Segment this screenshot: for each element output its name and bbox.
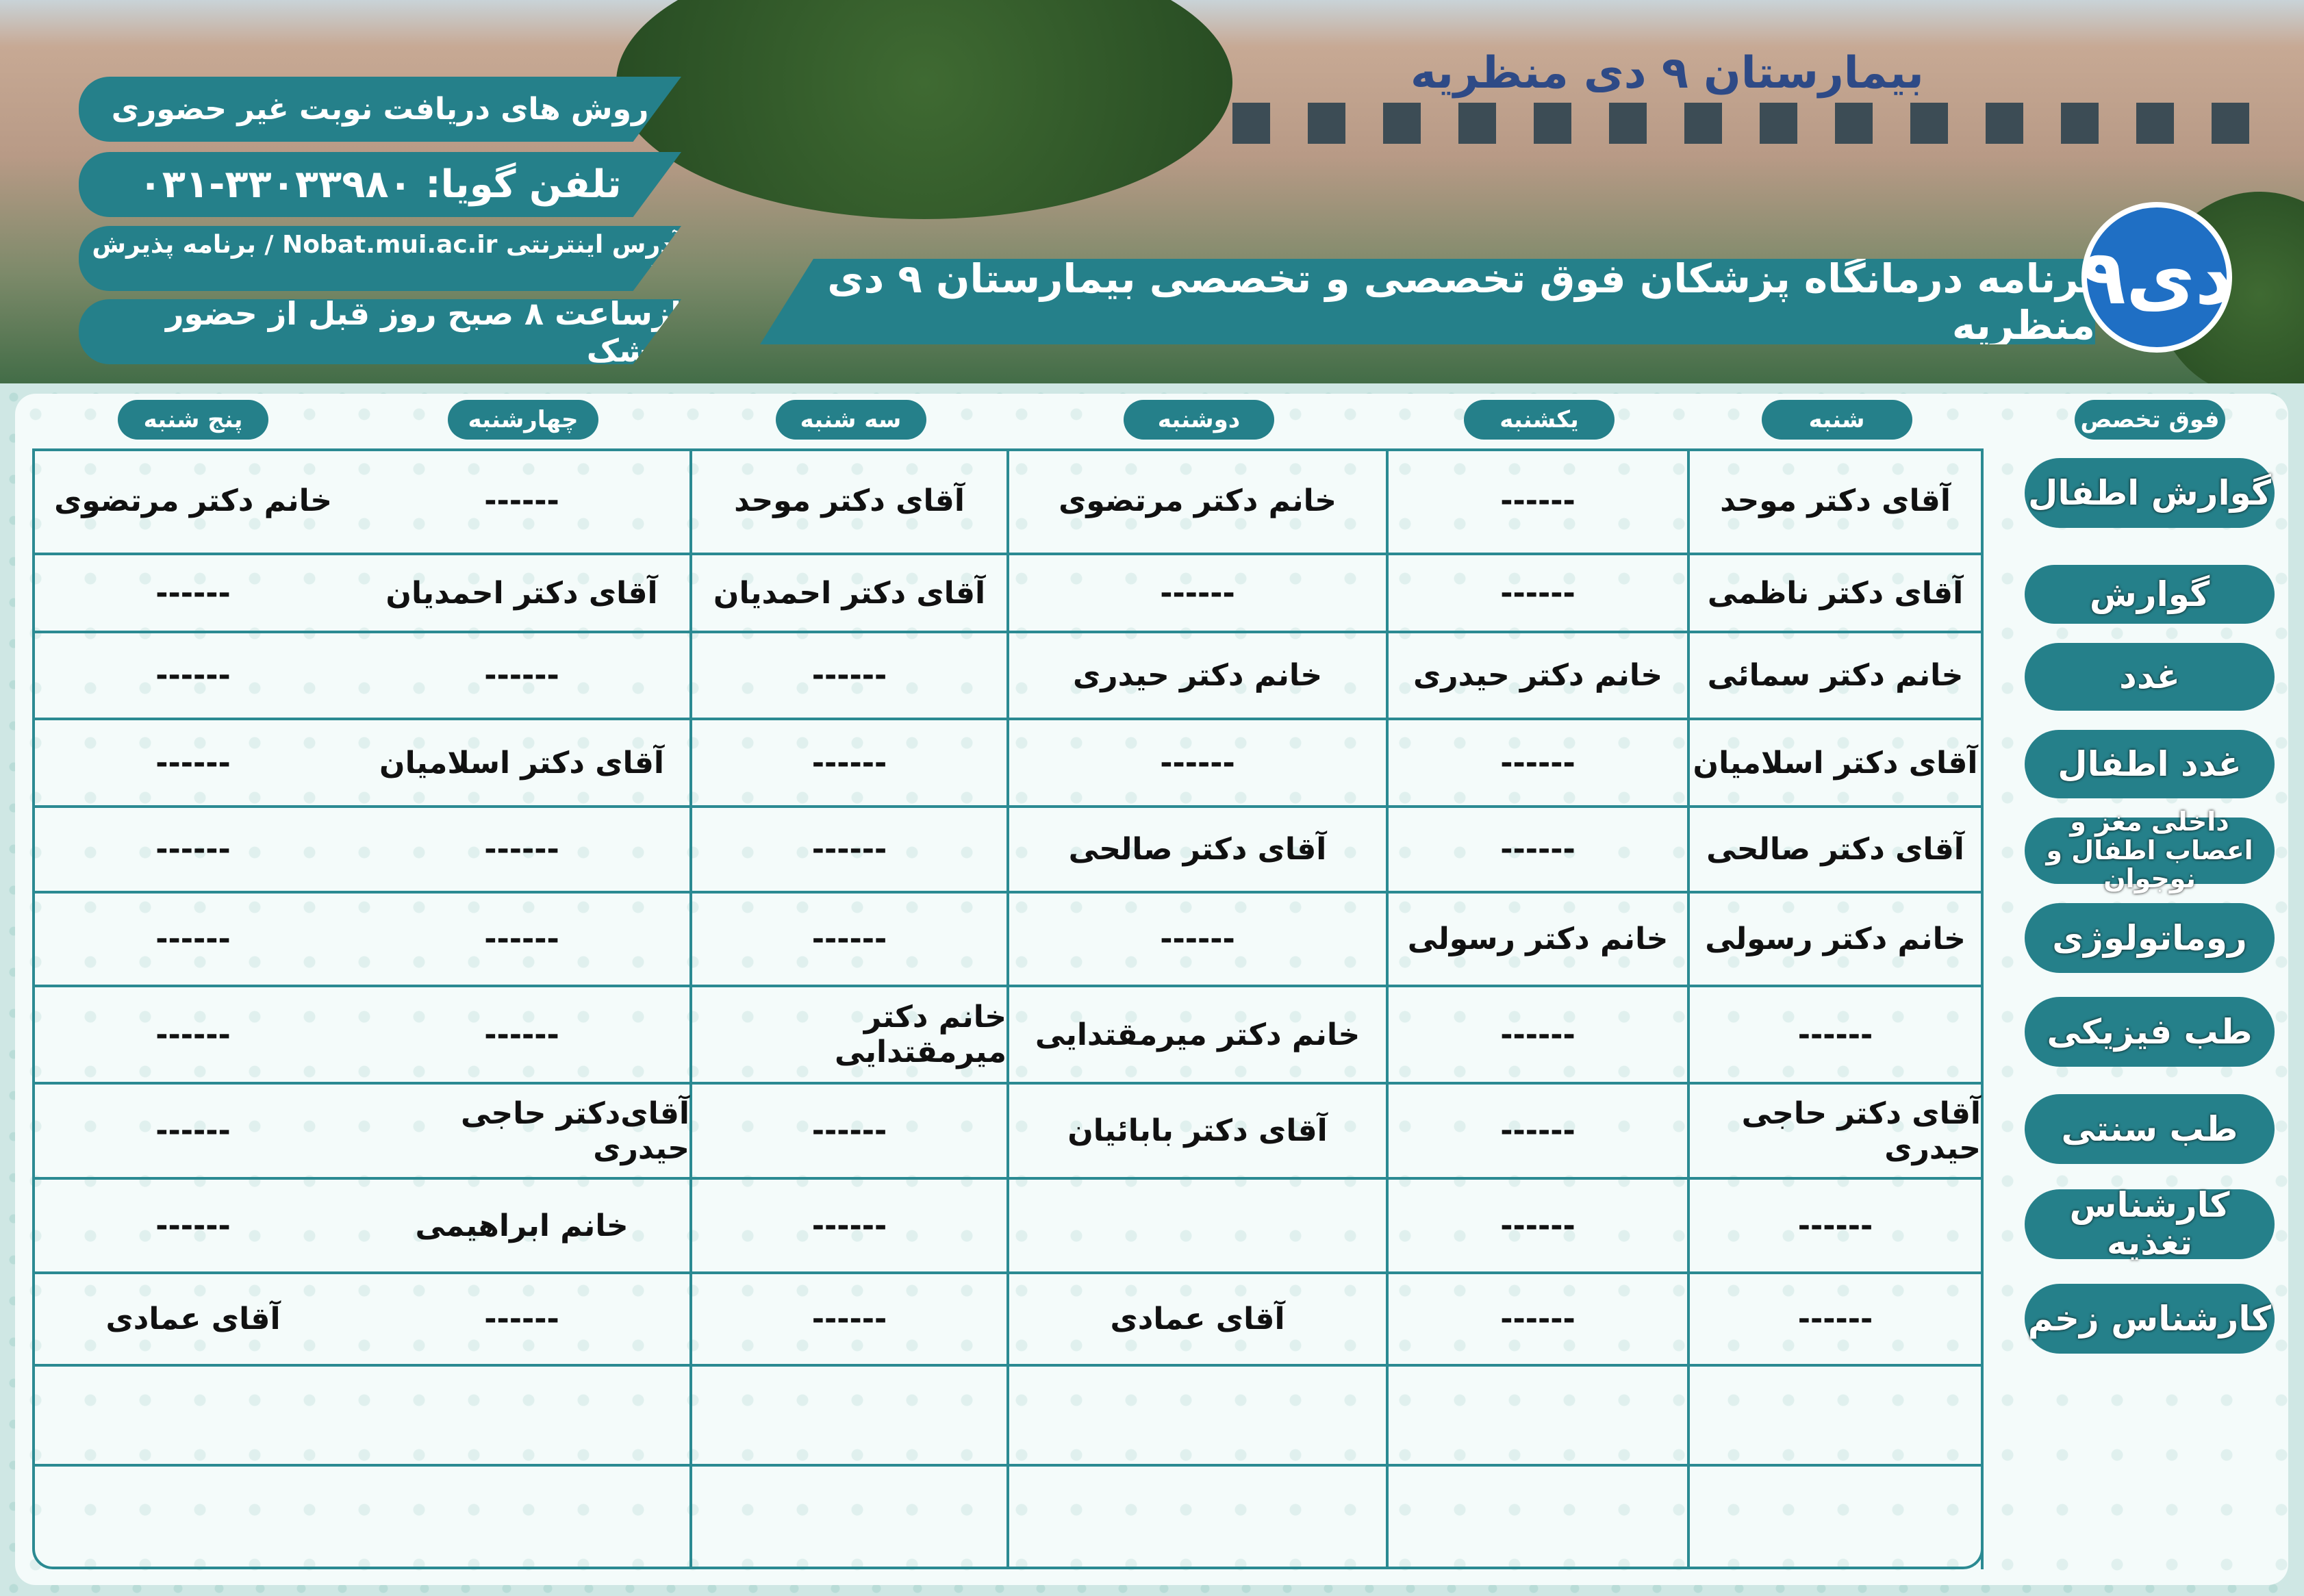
day-header: دوشنبه	[1124, 400, 1274, 440]
schedule-cell: آقای دکتر ناظمی	[1690, 555, 1984, 633]
schedule-cell: ------	[1389, 1180, 1690, 1274]
schedule-cell	[32, 1367, 354, 1467]
schedule-cell: خانم دکتر میرمقتدایی	[692, 987, 1009, 1085]
schedule-cell: آقای‌دکتر حاجی حیدری	[354, 1085, 692, 1180]
specialty-label: گوارش اطفال	[2025, 458, 2275, 528]
day-header: سه شنبه	[775, 400, 926, 440]
schedule-cell	[1009, 1367, 1389, 1467]
schedule-cell: ------	[692, 894, 1009, 987]
schedule-cell: ------	[692, 1180, 1009, 1274]
specialty-label: غدد اطفال	[2025, 730, 2275, 798]
schedule-cell: آقای دکتر احمدیان	[354, 555, 692, 633]
web-ribbon: آدرس اینترنتی Nobat.mui.ac.ir / برنامه پ…	[79, 226, 681, 291]
schedule-cell: ------	[354, 1274, 692, 1367]
schedule-cell: ------	[354, 448, 692, 555]
schedule-cell: آقای دکتر موحد	[1690, 448, 1984, 555]
schedule-cell: آقای دکتر صالحی	[1690, 808, 1984, 894]
day-header: پنج شنبه	[118, 400, 268, 440]
schedule-cell	[1690, 1467, 1984, 1569]
page-title: برنامه درمانگاه پزشکان فوق تخصصی و تخصصی…	[760, 259, 2095, 344]
schedule-cell: ------	[354, 808, 692, 894]
schedule-cell: آقای دکتر صالحی	[1009, 808, 1389, 894]
schedule-board	[15, 394, 2288, 1585]
day-header: یکشنبه	[1464, 400, 1615, 440]
schedule-cell: آقای دکتر بابائیان	[1009, 1085, 1389, 1180]
schedule-cell: ------	[1389, 720, 1690, 808]
schedule-cell: ------	[1389, 987, 1690, 1085]
specialty-label: داخلی مغز و اعصاب اطفال و نوجوان	[2025, 807, 2275, 893]
schedule-cell: ------	[692, 633, 1009, 720]
schedule-cell: خانم دکتر حیدری	[1009, 633, 1389, 720]
schedule-cell: ------	[692, 720, 1009, 808]
specialty-label: طب فیزیکی	[2025, 997, 2275, 1067]
hospital-logo: ۹دی	[2080, 202, 2233, 353]
schedule-cell	[692, 1367, 1009, 1467]
schedule-cell: خانم دکتر حیدری	[1389, 633, 1690, 720]
phone-ribbon: تلفن گویا: ۳۳۰۳۳۹۸۰-۰۳۱	[79, 152, 681, 217]
schedule-cell: ------	[354, 894, 692, 987]
specialty-label: روماتولوژی	[2025, 903, 2275, 973]
schedule-cell: ------	[32, 894, 354, 987]
schedule-cell: ------	[1389, 808, 1690, 894]
day-header: شنبه	[1761, 400, 1912, 440]
schedule-cell: خانم دکتر سمائی	[1690, 633, 1984, 720]
building-sign: بیمارستان ۹ دی منظریه	[1410, 48, 1924, 99]
specialty-label: گوارش	[2025, 565, 2275, 624]
schedule-cell: ------	[1389, 1085, 1690, 1180]
schedule-cell: ------	[692, 1085, 1009, 1180]
schedule-cell: آقای دکتر اسلامیان	[1690, 720, 1984, 808]
schedule-cell: آقای دکتر احمدیان	[692, 555, 1009, 633]
schedule-cell: ------	[32, 1085, 354, 1180]
schedule-cell	[354, 1467, 692, 1569]
schedule-cell: ------	[32, 987, 354, 1085]
schedule-cell: ------	[1690, 1274, 1984, 1367]
day-header: چهارشنبه	[448, 400, 598, 440]
methods-ribbon: روش های دریافت نوبت غیر حضوری	[79, 77, 681, 142]
schedule-cell: خانم دکتر رسولی	[1690, 894, 1984, 987]
schedule-cell: ------	[1690, 1180, 1984, 1274]
schedule-cell: ------	[1009, 555, 1389, 633]
schedule-cell: ------	[32, 555, 354, 633]
specialty-header: فوق تخصص	[2075, 400, 2225, 440]
schedule-cell: ------	[1389, 448, 1690, 555]
schedule-cell: ------	[692, 1274, 1009, 1367]
schedule-cell: آقای دکتر حاجی حیدری	[1690, 1085, 1984, 1180]
specialty-label: کارشناس زخم	[2025, 1284, 2275, 1354]
schedule-cell: ------	[1009, 894, 1389, 987]
schedule-cell: آقای دکتر اسلامیان	[354, 720, 692, 808]
schedule-cell: ------	[1690, 987, 1984, 1085]
time-ribbon: ازساعت ۸ صبح روز قبل از حضور پزشک	[79, 299, 681, 364]
schedule-cell: آقای عمادی	[1009, 1274, 1389, 1367]
schedule-cell: ------	[354, 987, 692, 1085]
schedule-cell: ------	[32, 808, 354, 894]
specialty-label: کارشناس تغذیه	[2025, 1187, 2275, 1262]
schedule-cell: ------	[32, 633, 354, 720]
specialty-label: غدد	[2025, 643, 2275, 711]
schedule-cell: ------	[1389, 555, 1690, 633]
schedule-cell	[1690, 1367, 1984, 1467]
schedule-cell	[692, 1467, 1009, 1569]
building-windows	[1232, 103, 2259, 144]
schedule-cell: ------	[1009, 720, 1389, 808]
schedule-cell	[354, 1367, 692, 1467]
schedule-cell: خانم دکتر مرتضوی	[1009, 448, 1389, 555]
schedule-cell	[1009, 1467, 1389, 1569]
schedule-cell: ------	[1389, 1274, 1690, 1367]
tree	[616, 0, 1232, 219]
schedule-cell: ------	[32, 1180, 354, 1274]
schedule-cell	[32, 1467, 354, 1569]
schedule-cell	[1389, 1367, 1690, 1467]
schedule-cell: ------	[32, 720, 354, 808]
schedule-cell: خانم دکتر میرمقتدایی	[1009, 987, 1389, 1085]
schedule-cell	[1009, 1180, 1389, 1274]
schedule-cell: خانم دکتر مرتضوی	[32, 448, 354, 555]
schedule-cell: خانم دکتر رسولی	[1389, 894, 1690, 987]
schedule-cell: خانم ابراهیمی	[354, 1180, 692, 1274]
specialty-label: طب سنتی	[2025, 1094, 2275, 1164]
schedule-cell: آقای عمادی	[32, 1274, 354, 1367]
schedule-cell: ------	[692, 808, 1009, 894]
schedule-cell	[1389, 1467, 1690, 1569]
schedule-cell: آقای دکتر موحد	[692, 448, 1009, 555]
schedule-cell: ------	[354, 633, 692, 720]
